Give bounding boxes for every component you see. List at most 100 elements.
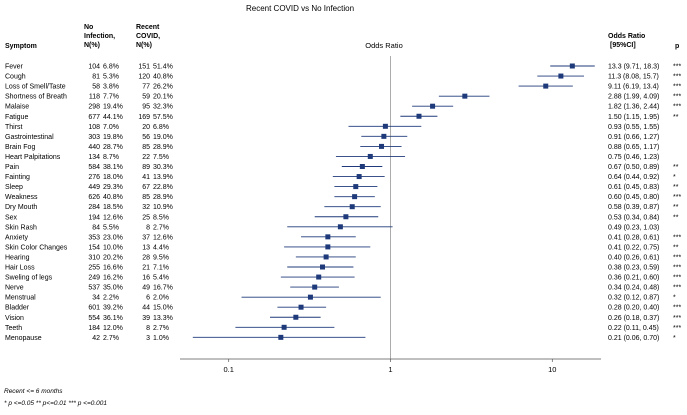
odds-ratio-ci: 1.50 (1.15, 1.95) <box>608 114 659 121</box>
odds-ratio-ci: 0.88 (0.65, 1.17) <box>608 144 659 151</box>
no-infection-pct: 8.7% <box>103 154 119 161</box>
recent-count: 67 <box>142 184 150 191</box>
no-infection-pct: 16.6% <box>103 265 123 272</box>
no-infection-pct: 23.0% <box>103 234 123 241</box>
no-infection-count: 154 <box>88 244 100 251</box>
odds-ratio-ci: 0.75 (0.46, 1.23) <box>608 154 659 161</box>
recent-pct: 13.3% <box>153 315 173 322</box>
or-marker <box>337 224 343 230</box>
or-marker <box>430 103 436 109</box>
or-marker <box>352 194 358 200</box>
symptom-label: Heart Palpitations <box>5 154 61 161</box>
p-value-stars: *** <box>673 84 681 91</box>
no-infection-count: 284 <box>88 204 100 211</box>
symptom-label: Weakness <box>5 194 38 201</box>
p-value-stars: ** <box>673 214 679 221</box>
no-infection-count: 184 <box>88 325 100 332</box>
recent-pct: 26.2% <box>153 84 173 91</box>
symptom-label: Sweling of legs <box>5 275 53 282</box>
symptom-label: Teeth <box>5 325 22 332</box>
no-infection-pct: 18.5% <box>103 204 123 211</box>
recent-count: 3 <box>146 335 150 342</box>
or-marker <box>325 244 331 250</box>
no-infection-count: 310 <box>88 254 100 261</box>
no-infection-count: 601 <box>88 305 100 312</box>
symptom-label: Cough <box>5 74 26 81</box>
odds-ratio-ci: 0.28 (0.20, 0.40) <box>608 305 659 312</box>
p-value-stars: ** <box>673 164 679 171</box>
no-infection-pct: 2.7% <box>103 335 119 342</box>
p-value-stars: * <box>673 174 676 181</box>
col-header-symptom: Symptom <box>5 43 37 50</box>
or-marker <box>320 264 326 270</box>
recent-pct: 4.4% <box>153 244 169 251</box>
recent-count: 89 <box>142 164 150 171</box>
recent-pct: 6.8% <box>153 124 169 131</box>
odds-ratio-ci: 0.41 (0.28, 0.61) <box>608 234 659 241</box>
no-infection-count: 298 <box>88 104 100 111</box>
p-value-stars: *** <box>673 285 681 292</box>
no-infection-count: 554 <box>88 315 100 322</box>
no-infection-pct: 12.6% <box>103 214 123 221</box>
recent-count: 25 <box>142 214 150 221</box>
footnote-recent: Recent <= 6 months <box>4 388 63 395</box>
recent-pct: 1.0% <box>153 335 169 342</box>
no-infection-pct: 5.5% <box>103 224 119 231</box>
recent-pct: 10.9% <box>153 204 173 211</box>
x-tick-label: 10 <box>548 365 556 374</box>
p-value-stars: ** <box>673 184 679 191</box>
symptom-label: Dry Mouth <box>5 204 37 211</box>
no-infection-pct: 39.2% <box>103 305 123 312</box>
no-infection-count: 84 <box>92 224 100 231</box>
or-marker <box>312 284 318 290</box>
no-infection-pct: 28.7% <box>103 144 123 151</box>
no-infection-pct: 20.2% <box>103 254 123 261</box>
or-marker <box>543 83 549 89</box>
or-marker <box>367 153 373 159</box>
recent-count: 20 <box>142 124 150 131</box>
symptom-label: Gastrointestinal <box>5 134 54 141</box>
no-infection-pct: 19.8% <box>103 134 123 141</box>
recent-count: 28 <box>142 254 150 261</box>
recent-pct: 22.8% <box>153 184 173 191</box>
recent-count: 13 <box>142 244 150 251</box>
recent-count: 85 <box>142 144 150 151</box>
or-marker <box>281 324 287 330</box>
symptom-label: Brain Fog <box>5 144 35 151</box>
p-value-stars: *** <box>673 265 681 272</box>
no-infection-pct: 3.8% <box>103 84 119 91</box>
odds-ratio-ci: 0.67 (0.50, 0.89) <box>608 164 659 171</box>
or-marker <box>293 314 299 320</box>
recent-pct: 40.8% <box>153 74 173 81</box>
recent-count: 169 <box>138 114 150 121</box>
p-value-stars: ** <box>673 204 679 211</box>
no-infection-count: 626 <box>88 194 100 201</box>
symptom-label: Sleep <box>5 184 23 191</box>
recent-pct: 7.5% <box>153 154 169 161</box>
no-infection-pct: 7.7% <box>103 94 119 101</box>
recent-pct: 19.0% <box>153 134 173 141</box>
or-marker <box>462 93 468 99</box>
no-infection-pct: 5.3% <box>103 74 119 81</box>
recent-count: 8 <box>146 224 150 231</box>
p-value-stars: *** <box>673 234 681 241</box>
p-value-stars: *** <box>673 104 681 111</box>
symptom-label: Nerve <box>5 285 24 292</box>
p-value-stars: *** <box>673 275 681 282</box>
no-infection-count: 108 <box>88 124 100 131</box>
symptom-label: Malaise <box>5 104 29 111</box>
x-tick-label: 1 <box>388 365 392 374</box>
p-value-stars: *** <box>673 325 681 332</box>
recent-count: 95 <box>142 104 150 111</box>
recent-count: 49 <box>142 285 150 292</box>
no-infection-pct: 40.8% <box>103 194 123 201</box>
symptom-label: Skin Color Changes <box>5 244 68 251</box>
odds-ratio-ci: 0.91 (0.66, 1.27) <box>608 134 659 141</box>
no-infection-count: 440 <box>88 144 100 151</box>
no-infection-pct: 38.1% <box>103 164 123 171</box>
chart-title: Recent COVID vs No Infection <box>246 4 354 13</box>
no-infection-pct: 44.1% <box>103 114 123 121</box>
col-header-recent-2: COVID, <box>136 33 160 40</box>
col-header-no-infection-2: Infection, <box>84 33 115 40</box>
recent-pct: 7.1% <box>153 265 169 272</box>
